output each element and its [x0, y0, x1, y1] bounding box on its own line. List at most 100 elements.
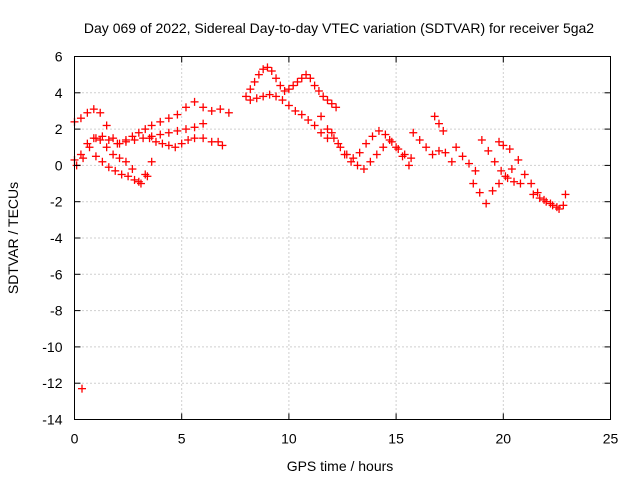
y-tick-label: -8: [50, 303, 63, 319]
data-point: [177, 139, 186, 148]
data-point: [293, 77, 302, 86]
data-point: [96, 135, 105, 144]
data-point: [372, 150, 381, 159]
data-point: [76, 114, 85, 123]
data-point: [164, 114, 173, 123]
data-point: [394, 145, 403, 154]
data-point: [143, 172, 152, 181]
y-tick-label: -4: [50, 230, 63, 246]
data-point: [214, 137, 223, 146]
data-point: [242, 92, 251, 101]
data-point: [199, 119, 208, 128]
data-point: [533, 188, 542, 197]
x-tick-label: 15: [388, 431, 404, 447]
y-tick-label: 4: [55, 85, 63, 101]
data-point: [475, 188, 484, 197]
data-point: [546, 199, 555, 208]
data-point: [199, 103, 208, 112]
data-point: [136, 179, 145, 188]
data-point: [218, 141, 227, 150]
data-point: [130, 175, 139, 184]
data-point: [407, 154, 416, 163]
data-point: [246, 85, 255, 94]
data-point: [400, 150, 409, 159]
data-point: [79, 154, 88, 163]
data-point: [250, 77, 259, 86]
data-point: [552, 203, 561, 212]
data-point: [259, 92, 268, 101]
data-point: [216, 105, 225, 114]
data-point: [439, 126, 448, 135]
data-point: [263, 63, 272, 72]
y-tick-label: -6: [50, 266, 63, 282]
data-point: [540, 195, 549, 204]
data-point: [141, 125, 150, 134]
data-point: [104, 163, 113, 172]
data-point: [310, 81, 319, 90]
data-point: [314, 86, 323, 95]
data-point: [464, 159, 473, 168]
data-point: [398, 152, 407, 161]
data-point: [488, 186, 497, 195]
data-point: [252, 94, 261, 103]
data-point: [291, 106, 300, 115]
data-point: [121, 157, 130, 166]
data-point: [499, 141, 508, 150]
data-point: [529, 190, 538, 199]
data-point: [141, 170, 150, 179]
data-point: [124, 172, 133, 181]
data-point: [520, 170, 529, 179]
y-axis-label: SDTVAR / TECUs: [5, 182, 21, 294]
data-point: [516, 179, 525, 188]
data-point: [199, 134, 208, 143]
data-point: [548, 201, 557, 210]
x-tick-label: 20: [496, 431, 512, 447]
data-point: [304, 116, 313, 125]
data-point: [507, 165, 516, 174]
data-point: [147, 157, 156, 166]
x-tick-label: 0: [71, 431, 79, 447]
data-point: [207, 106, 216, 115]
data-point: [259, 65, 268, 74]
data-point: [190, 123, 199, 132]
data-point: [323, 96, 332, 105]
x-axis-label: GPS time / hours: [287, 458, 394, 474]
data-point: [156, 117, 165, 126]
data-point: [332, 103, 341, 112]
data-point: [184, 135, 193, 144]
data-point: [514, 155, 523, 164]
data-point: [173, 126, 182, 135]
data-point: [276, 81, 285, 90]
data-point: [482, 199, 491, 208]
data-point: [134, 128, 143, 137]
data-point: [434, 119, 443, 128]
data-point: [83, 139, 92, 148]
data-point: [561, 190, 570, 199]
data-point: [428, 150, 437, 159]
x-tick-label: 10: [281, 431, 297, 447]
data-point: [115, 154, 124, 163]
data-point: [505, 145, 514, 154]
y-tick-label: 2: [55, 121, 63, 137]
data-point: [254, 70, 263, 79]
data-point: [190, 97, 199, 106]
data-point: [404, 161, 413, 170]
data-point: [340, 150, 349, 159]
data-point: [109, 134, 118, 143]
data-point: [535, 194, 544, 203]
data-point: [355, 148, 364, 157]
data-point: [181, 125, 190, 134]
data-point: [374, 126, 383, 135]
data-point: [430, 112, 439, 121]
data-point: [368, 132, 377, 141]
data-point: [289, 81, 298, 90]
data-point: [379, 143, 388, 152]
data-point: [272, 92, 281, 101]
data-point: [156, 130, 165, 139]
data-point: [495, 137, 504, 146]
y-tick-label: 0: [55, 157, 63, 173]
data-point: [327, 128, 336, 137]
data-point: [503, 174, 512, 183]
